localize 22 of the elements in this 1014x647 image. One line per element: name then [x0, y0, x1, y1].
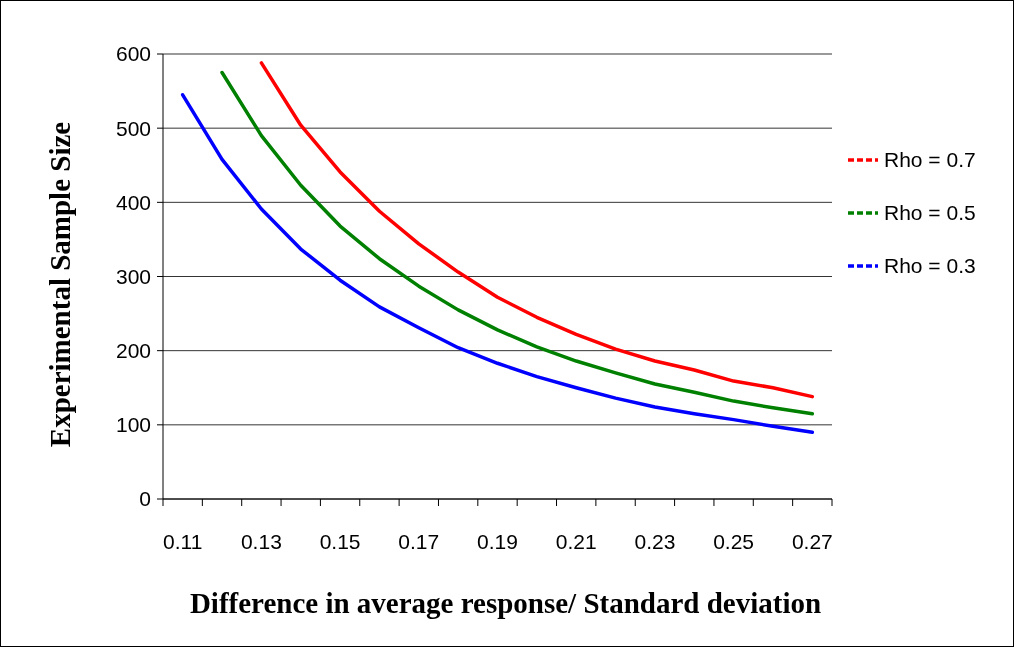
y-tick-label: 100	[115, 413, 151, 437]
x-tick-label: 0.19	[477, 530, 518, 553]
x-axis-title: Difference in average response/ Standard deviation	[189, 587, 822, 619]
x-tick-label: 0.17	[398, 530, 440, 553]
x-tick-label: 0.13	[240, 530, 282, 553]
legend-label: Rho = 0.3	[884, 254, 976, 278]
y-tick-label: 200	[115, 339, 151, 363]
y-tick-label: 0	[139, 487, 151, 511]
x-tick-label: 0.11	[163, 530, 203, 553]
x-tick-label: 0.25	[713, 530, 755, 553]
x-tick-label: 0.21	[555, 530, 597, 553]
legend-label: Rho = 0.5	[884, 201, 976, 225]
y-tick-label: 300	[115, 264, 151, 288]
y-tick-label: 500	[115, 116, 151, 140]
y-tick-label: 600	[115, 42, 151, 66]
y-axis-title: Experimental Sample Size	[44, 121, 76, 448]
line-series	[180, 93, 815, 434]
x-tick-label: 0.27	[791, 530, 833, 553]
legend-label: Rho = 0.7	[884, 148, 976, 172]
x-tick-label: 0.23	[634, 530, 676, 553]
y-tick-label: 400	[115, 190, 151, 214]
x-tick-label: 0.15	[319, 530, 361, 553]
